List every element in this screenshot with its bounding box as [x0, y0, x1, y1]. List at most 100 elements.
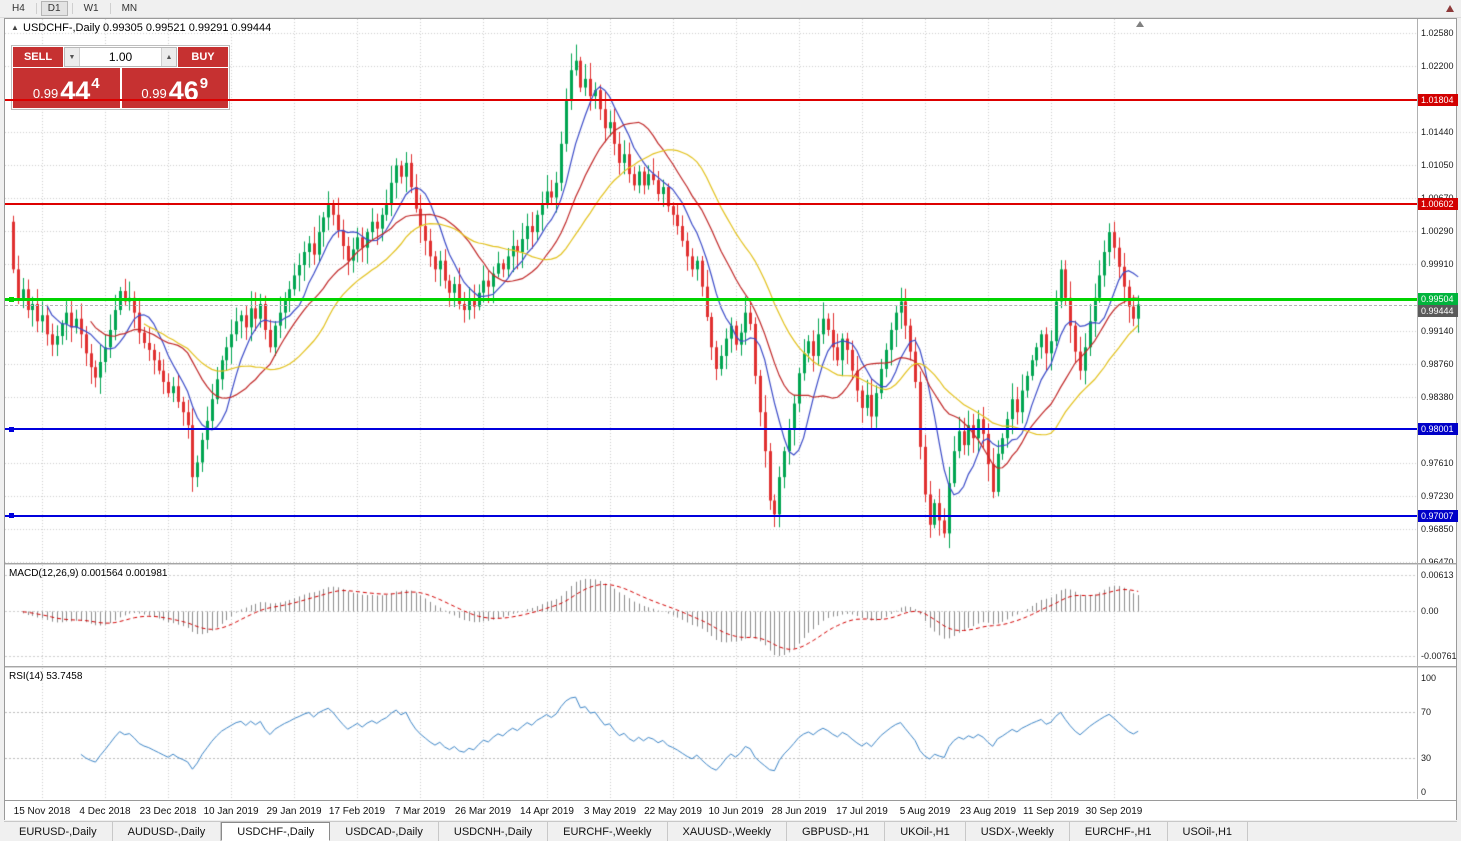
macd-axis-label: 0.00 — [1421, 606, 1439, 616]
support-line-0.98001-handle[interactable] — [9, 427, 14, 432]
pane-splitter[interactable] — [5, 563, 1456, 565]
date-axis-label: 22 May 2019 — [644, 806, 702, 817]
buy-price-pipette: 9 — [199, 75, 209, 92]
chart-shift-marker-icon[interactable] — [1136, 21, 1144, 27]
chart-tab-eurchf-h1[interactable]: EURCHF-,H1 — [1069, 822, 1168, 841]
chart-tab-eurchf-weekly[interactable]: EURCHF-,Weekly — [548, 822, 668, 841]
pivot-line-0.99504-handle[interactable] — [9, 297, 14, 302]
bid-price-line — [5, 305, 1417, 306]
buy-price-display[interactable]: 0.99 46 9 — [121, 68, 228, 108]
price-axis-label: 0.96850 — [1421, 524, 1454, 535]
volume-decrease-button[interactable]: ▼ — [65, 48, 80, 66]
volume-increase-button[interactable]: ▲ — [161, 48, 176, 66]
chart-tab-bar: EURUSD-,Daily AUDUSD-,Daily USDCHF-,Daily U… — [4, 821, 1457, 841]
date-axis-label: 10 Jun 2019 — [708, 806, 764, 817]
toolbar-overflow-icon[interactable] — [1446, 5, 1454, 12]
rsi-axis-label: 70 — [1421, 707, 1432, 718]
date-axis-label: 7 Mar 2019 — [394, 806, 446, 817]
date-axis-label: 4 Dec 2018 — [79, 806, 131, 817]
candlestick-chart-canvas[interactable] — [5, 19, 1417, 563]
date-axis-label: 10 Jan 2019 — [203, 806, 259, 817]
date-axis-label: 17 Jul 2019 — [836, 806, 888, 817]
support-line-0.97007[interactable] — [5, 515, 1417, 517]
chart-tab-usdchf-daily[interactable]: USDCHF-,Daily — [221, 822, 331, 841]
price-axis-label: 1.02200 — [1421, 60, 1454, 71]
price-tag-pivot: 0.99504 — [1418, 293, 1458, 305]
pivot-line-0.99504[interactable] — [5, 298, 1417, 301]
resistance-line-1.00602[interactable] — [5, 203, 1417, 205]
date-axis-label: 30 Sep 2019 — [1085, 806, 1143, 817]
date-axis-label: 23 Dec 2018 — [139, 806, 197, 817]
rsi-axis-label: 30 — [1421, 752, 1432, 763]
macd-axis-label: 0.00613 — [1421, 570, 1454, 580]
price-axis-border — [1417, 19, 1418, 799]
sell-price-prefix: 0.99 — [32, 86, 59, 101]
macd-indicator-pane: MACD(12,26,9) 0.001564 0.001981 0.00613 0… — [5, 565, 1457, 666]
toolbar-separator — [35, 3, 37, 14]
price-axis-label: 1.00290 — [1421, 226, 1454, 237]
pane-splitter[interactable] — [5, 666, 1456, 668]
date-axis[interactable]: 15 Nov 2018 4 Dec 2018 23 Dec 2018 10 Jan 2… — [5, 800, 1456, 820]
timeframe-toolbar: H4 D1 W1 MN — [0, 0, 1461, 18]
chart-frame: ▲ USDCHF-,Daily 0.99305 0.99521 0.99291 … — [4, 18, 1458, 820]
price-axis-label: 1.02580 — [1421, 28, 1454, 38]
date-axis-label: 14 Apr 2019 — [520, 806, 574, 817]
chart-tab-gbpusd-h1[interactable]: GBPUSD-,H1 — [786, 822, 886, 841]
one-click-panel-toggle-icon[interactable]: ▲ — [11, 23, 19, 32]
price-axis-label: 0.97230 — [1421, 491, 1454, 502]
price-axis-label: 0.97610 — [1421, 458, 1454, 469]
chart-title: USDCHF-,Daily 0.99305 0.99521 0.99291 0.… — [23, 22, 272, 34]
price-axis-label: 1.01440 — [1421, 126, 1454, 137]
sell-price-display[interactable]: 0.99 44 4 — [13, 68, 120, 108]
price-tag-bid: 0.99444 — [1418, 305, 1458, 317]
date-axis-label: 29 Jan 2019 — [266, 806, 322, 817]
price-tag-resistance-lower: 1.00602 — [1418, 198, 1458, 210]
chart-tab-eurusd-daily[interactable]: EURUSD-,Daily — [4, 822, 113, 841]
macd-canvas[interactable] — [5, 565, 1417, 666]
price-axis-label: 0.98760 — [1421, 358, 1454, 369]
toolbar-separator — [71, 3, 73, 14]
resistance-line-1.01804[interactable] — [5, 99, 1417, 101]
macd-axis-label: -0.00761 — [1421, 650, 1457, 661]
buy-price-prefix: 0.99 — [141, 86, 167, 101]
volume-value[interactable]: 1.00 — [108, 50, 133, 64]
rsi-axis-label: 0 — [1421, 787, 1427, 797]
sell-price-pipette: 4 — [91, 75, 100, 92]
volume-field[interactable]: ▼ 1.00 ▲ — [64, 47, 177, 67]
toolbar-separator — [109, 3, 111, 14]
chart-tab-usdx-weekly[interactable]: USDX-,Weekly — [965, 822, 1070, 841]
sell-button[interactable]: SELL — [13, 47, 63, 67]
price-tag-support-upper: 0.98001 — [1418, 423, 1458, 435]
price-axis-label: 0.99910 — [1421, 259, 1454, 270]
rsi-axis-label: 100 — [1421, 673, 1437, 683]
rsi-canvas[interactable] — [5, 668, 1417, 799]
chart-tab-xauusd-weekly[interactable]: XAUUSD-,Weekly — [667, 822, 787, 841]
timeframe-button-h4[interactable]: H4 — [12, 3, 25, 14]
support-line-0.97007-handle[interactable] — [9, 513, 14, 518]
rsi-indicator-pane: RSI(14) 53.7458 100 70 30 0 — [5, 668, 1456, 799]
rsi-label: RSI(14) 53.7458 — [9, 671, 83, 682]
date-axis-label: 15 Nov 2018 — [13, 806, 71, 817]
main-chart-pane: ▲ USDCHF-,Daily 0.99305 0.99521 0.99291 … — [5, 19, 1458, 567]
chart-tab-usdcad-daily[interactable]: USDCAD-,Daily — [330, 822, 439, 841]
timeframe-button-w1[interactable]: W1 — [83, 3, 99, 14]
macd-label: MACD(12,26,9) 0.001564 0.001981 — [9, 568, 168, 579]
date-axis-label: 17 Feb 2019 — [328, 806, 386, 817]
timeframe-button-d1[interactable]: D1 — [40, 1, 68, 16]
chart-tab-usdcnh-daily[interactable]: USDCNH-,Daily — [438, 822, 549, 841]
date-axis-label: 5 Aug 2019 — [899, 806, 951, 817]
chart-tab-audusd-daily[interactable]: AUDUSD-,Daily — [112, 822, 222, 841]
price-axis-label: 0.98380 — [1421, 391, 1454, 402]
support-line-0.98001[interactable] — [5, 428, 1417, 430]
timeframe-buttons: H4 D1 W1 MN — [5, 1, 144, 16]
chart-tab-ukoil-h1[interactable]: UKOil-,H1 — [885, 822, 966, 841]
timeframe-button-mn[interactable]: MN — [121, 3, 138, 14]
price-axis-label: 0.99140 — [1421, 325, 1454, 336]
date-axis-label: 26 Mar 2019 — [454, 806, 512, 817]
buy-button[interactable]: BUY — [178, 47, 228, 67]
date-axis-label: 11 Sep 2019 — [1023, 806, 1079, 817]
date-axis-label: 28 Jun 2019 — [771, 806, 827, 817]
chart-tab-usoil-h1[interactable]: USOil-,H1 — [1167, 822, 1249, 841]
date-axis-label: 3 May 2019 — [583, 806, 637, 817]
